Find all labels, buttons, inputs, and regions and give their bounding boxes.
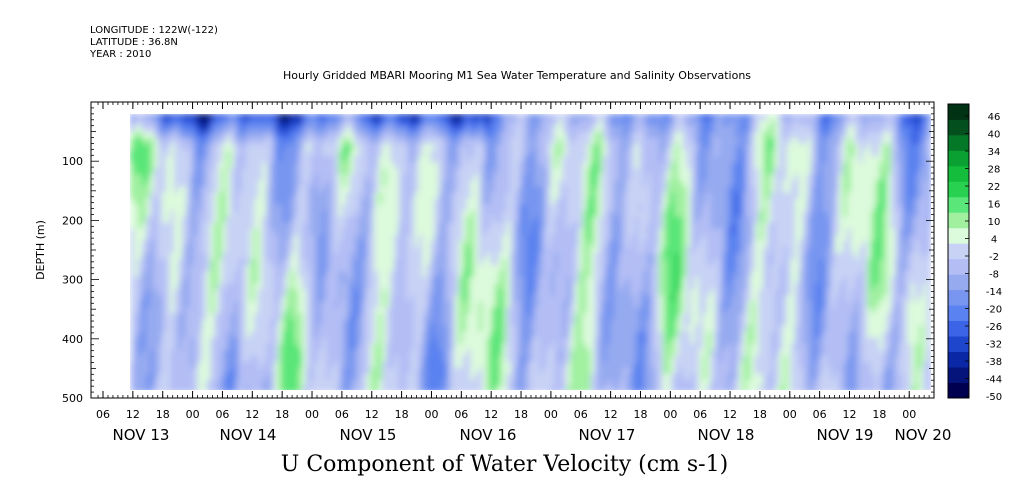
y-axis-label: DEPTH (m) (34, 220, 47, 280)
colorbar-label: -44 (986, 375, 1002, 386)
x-hour-tick-label: 12 (126, 408, 140, 421)
x-day-label: NOV 19 (817, 426, 874, 444)
colorbar-swatch (948, 227, 969, 244)
x-hour-tick-label: 18 (753, 408, 767, 421)
colorbar-swatch (948, 134, 969, 151)
x-hour-tick-label: 12 (484, 408, 498, 421)
x-hour-tick-label: 12 (723, 408, 737, 421)
colorbar-swatch (948, 119, 969, 136)
y-tick-label: 300 (62, 274, 83, 287)
colorbar-frame (947, 103, 970, 399)
x-day-label: NOV 16 (460, 426, 517, 444)
colorbar: 46 40 34 28 22 16 10 4 -2 -8 -14 -20 -26 -32 -38 -44 -50 (947, 103, 1002, 403)
x-day-label: NOV 13 (113, 426, 170, 444)
chart-title: Hourly Gridded MBARI Mooring M1 Sea Wate… (282, 69, 752, 82)
x-hour-tick-label: 18 (633, 408, 647, 421)
x-day-label: NOV 18 (698, 426, 755, 444)
heatmap-field (130, 114, 931, 390)
x-hour-tick-label: 12 (365, 408, 379, 421)
latitude-label: LATITUDE : 36.8N (90, 37, 178, 48)
colorbar-label: -32 (986, 340, 1002, 351)
colorbar-swatch (948, 351, 969, 368)
colorbar-swatch (948, 274, 969, 291)
x-hour-tick-label: 00 (783, 408, 797, 421)
x-hour-tick-label: 06 (693, 408, 707, 421)
y-tick-label: 100 (62, 155, 83, 168)
colorbar-label: 28 (988, 165, 1001, 176)
colorbar-swatch (948, 243, 969, 260)
colorbar-label: -20 (986, 305, 1002, 316)
colorbar-swatch (948, 336, 969, 352)
x-hour-tick-label: 06 (96, 408, 110, 421)
colorbar-label: 16 (988, 200, 1001, 211)
colorbar-swatch (948, 367, 969, 383)
y-tick-label: 400 (62, 333, 83, 346)
colorbar-label: -26 (986, 322, 1002, 333)
x-hour-tick-label: 12 (245, 408, 259, 421)
colorbar-label: 22 (988, 182, 1001, 193)
colorbar-label: 34 (988, 147, 1001, 158)
colorbar-swatch (948, 320, 969, 337)
colorbar-swatch (948, 289, 969, 306)
y-tick-label: 200 (62, 214, 83, 227)
x-hour-tick-label: 12 (843, 408, 857, 421)
chart-caption: U Component of Water Velocity (cm s-1) (280, 452, 729, 477)
colorbar-label: 40 (988, 130, 1001, 141)
plot-axes: 06 12 18 00 06 12 18 00 06 12 18 00 06 12 18 00 06 12 18 00… (34, 101, 952, 444)
colorbar-swatch (948, 150, 969, 167)
colorbar-swatch (948, 212, 969, 229)
x-hour-tick-label: 00 (544, 408, 558, 421)
x-hour-tick-label: 12 (604, 408, 618, 421)
colorbar-swatch (948, 165, 969, 182)
y-tick-label: 500 (62, 392, 83, 405)
x-hour-tick-label: 00 (305, 408, 319, 421)
x-hour-tick-label: 06 (335, 408, 349, 421)
colorbar-swatch (948, 382, 969, 399)
colorbar-label: 46 (988, 112, 1001, 123)
colorbar-swatch (948, 104, 969, 120)
colorbar-swatch (948, 258, 969, 275)
x-day-label: NOV 15 (340, 426, 397, 444)
colorbar-swatch (948, 305, 969, 322)
colorbar-label: -14 (986, 287, 1002, 298)
colorbar-label: -2 (989, 252, 999, 263)
colorbar-label: -8 (989, 270, 999, 281)
heatmap-cells (130, 114, 931, 390)
colorbar-label: 10 (988, 217, 1001, 228)
x-hour-tick-label: 00 (902, 408, 916, 421)
colorbar-swatch (948, 181, 969, 198)
colorbar-label: 4 (991, 235, 997, 246)
year-label: YEAR : 2010 (90, 49, 152, 60)
colorbar-label: -50 (986, 392, 1002, 403)
x-hour-tick-label: 06 (215, 408, 229, 421)
x-hour-tick-label: 18 (156, 408, 170, 421)
colorbar-label: -38 (986, 357, 1002, 368)
x-hour-tick-label: 18 (275, 408, 289, 421)
colorbar-swatch (948, 196, 969, 213)
x-hour-tick-label: 18 (872, 408, 886, 421)
x-hour-tick-label: 06 (454, 408, 468, 421)
x-day-label: NOV 20 (895, 426, 952, 444)
x-hour-tick-label: 00 (663, 408, 677, 421)
x-hour-tick-label: 00 (186, 408, 200, 421)
x-hour-tick-label: 06 (813, 408, 827, 421)
x-day-label: NOV 14 (220, 426, 277, 444)
x-day-label: NOV 17 (579, 426, 636, 444)
x-hour-tick-label: 18 (514, 408, 528, 421)
x-hour-tick-label: 00 (424, 408, 438, 421)
x-hour-tick-label: 06 (574, 408, 588, 421)
x-hour-tick-label: 18 (395, 408, 409, 421)
longitude-label: LONGITUDE : 122W(-122) (90, 25, 218, 36)
